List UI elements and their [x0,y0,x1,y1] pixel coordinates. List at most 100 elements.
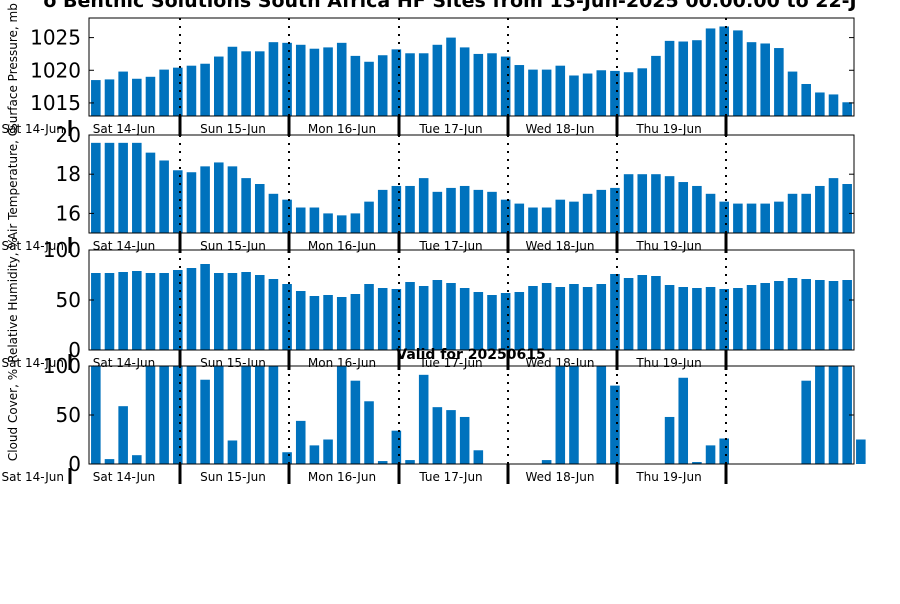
x-tick-label: Sun 15-Jun [200,470,266,484]
x-edge-label: Sat 14-Jun [1,122,64,136]
bar [637,174,648,233]
bar [828,281,839,350]
x-tick-label: Tue 17-Jun [418,239,482,253]
bar [323,439,333,464]
bar [446,410,456,464]
bar [336,366,347,464]
bar [801,193,811,233]
bar [364,61,374,116]
bar [541,69,552,116]
bar [227,273,238,350]
x-edge-label: Sat 14-Jun [1,356,64,370]
x-edge-label: Sat 14-Jun [1,239,64,253]
bar [528,286,538,350]
bar [582,193,593,233]
bar [104,79,115,116]
bar [91,80,101,116]
bar [801,83,811,116]
bar [132,271,142,350]
bar [651,276,661,350]
bar [145,273,156,350]
bar [186,366,197,464]
bar [432,280,443,350]
bar [664,40,675,117]
bar [377,189,388,233]
bar [555,199,566,233]
bar [268,193,279,233]
bar [364,201,374,233]
bar [664,285,675,350]
bar [91,273,101,350]
bar [842,102,852,116]
bar [787,71,798,116]
bar [815,366,825,464]
bar [610,274,620,350]
bar [418,178,429,233]
bar [418,374,429,464]
x-tick-label: Sun 15-Jun [200,239,266,253]
bar [473,450,484,464]
bar [350,213,361,233]
bar [214,56,224,116]
bar [432,407,443,464]
bar [541,283,552,350]
bar [418,53,429,116]
bar [733,30,743,116]
bar [705,193,716,233]
bar [610,385,620,464]
bar [678,377,689,464]
bar [705,445,716,464]
bar [459,288,470,350]
bar [719,438,729,464]
x-tick-label: Wed 18-Jun [526,239,595,253]
bar [323,47,333,116]
bar [391,185,402,233]
bar [364,401,374,464]
bar [651,55,661,116]
bar [282,42,292,116]
bar [446,37,456,116]
bar [637,68,648,116]
bar [145,152,156,233]
bar [582,287,593,350]
bar [487,191,497,233]
bar [500,293,511,350]
bar [473,292,484,350]
x-tick-label: Thu 19-Jun [635,470,701,484]
bar [651,174,661,233]
x-tick-label: Thu 19-Jun [635,122,701,136]
bar [746,285,757,350]
bar [459,185,470,233]
bar [405,460,415,464]
bar [596,366,607,464]
bar [91,142,101,233]
bar [254,366,265,464]
bar [623,278,634,350]
bar [309,207,320,233]
bar [610,187,620,233]
bar [541,460,552,464]
bar [200,264,210,350]
bar [159,273,169,350]
bar [678,41,689,116]
bar [692,40,702,116]
bar [309,48,320,116]
bar [391,49,402,116]
bar [241,51,251,116]
x-tick-label: Sat 14-Jun [93,239,156,253]
bar [801,279,811,350]
y-axis-label: Air Temperature, C [6,128,20,240]
bar [541,207,552,233]
bar [118,142,128,233]
y-tick-label: 50 [56,403,81,427]
bar [555,287,566,350]
bar [473,189,484,233]
bar [118,272,128,350]
bar [104,142,115,233]
bar [596,189,607,233]
bar [227,46,238,116]
bar [528,69,538,116]
